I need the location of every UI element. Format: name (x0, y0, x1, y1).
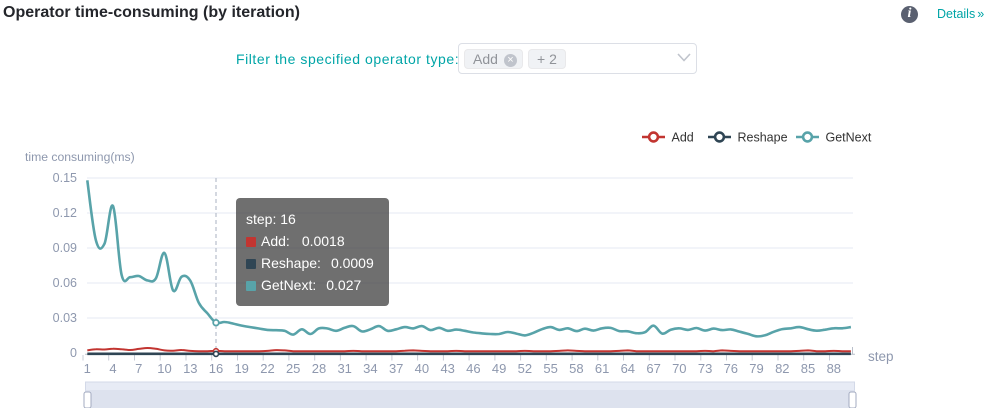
svg-text:70: 70 (672, 361, 686, 376)
svg-text:46: 46 (466, 361, 480, 376)
svg-text:34: 34 (363, 361, 377, 376)
svg-text:40: 40 (415, 361, 429, 376)
svg-text:Add: Add (672, 131, 694, 145)
svg-text:0.03: 0.03 (53, 311, 77, 325)
svg-text:79: 79 (749, 361, 763, 376)
svg-text:25: 25 (286, 361, 300, 376)
svg-text:67: 67 (646, 361, 660, 376)
svg-text:0.06: 0.06 (53, 276, 77, 290)
svg-text:58: 58 (569, 361, 583, 376)
svg-text:88: 88 (827, 361, 841, 376)
svg-text:1: 1 (84, 361, 91, 376)
svg-text:time consuming(ms): time consuming(ms) (25, 150, 135, 164)
svg-text:49: 49 (492, 361, 506, 376)
svg-text:76: 76 (724, 361, 738, 376)
svg-text:GetNext: GetNext (826, 131, 872, 145)
svg-text:61: 61 (595, 361, 609, 376)
svg-text:4: 4 (109, 361, 116, 376)
svg-text:22: 22 (260, 361, 274, 376)
svg-text:7: 7 (135, 361, 142, 376)
svg-text:0: 0 (70, 346, 77, 360)
svg-text:82: 82 (775, 361, 789, 376)
svg-text:13: 13 (183, 361, 197, 376)
svg-text:19: 19 (234, 361, 248, 376)
svg-text:64: 64 (621, 361, 635, 376)
svg-text:43: 43 (440, 361, 454, 376)
svg-text:85: 85 (801, 361, 815, 376)
svg-text:0.15: 0.15 (53, 171, 77, 185)
svg-text:16: 16 (209, 361, 223, 376)
svg-text:10: 10 (157, 361, 171, 376)
svg-text:0.12: 0.12 (53, 206, 77, 220)
svg-text:step: step (868, 349, 894, 364)
svg-text:0.09: 0.09 (53, 241, 77, 255)
svg-text:31: 31 (337, 361, 351, 376)
svg-text:52: 52 (518, 361, 532, 376)
svg-text:73: 73 (698, 361, 712, 376)
svg-text:Reshape: Reshape (738, 131, 788, 145)
svg-text:28: 28 (312, 361, 326, 376)
svg-text:37: 37 (389, 361, 403, 376)
svg-text:55: 55 (543, 361, 557, 376)
